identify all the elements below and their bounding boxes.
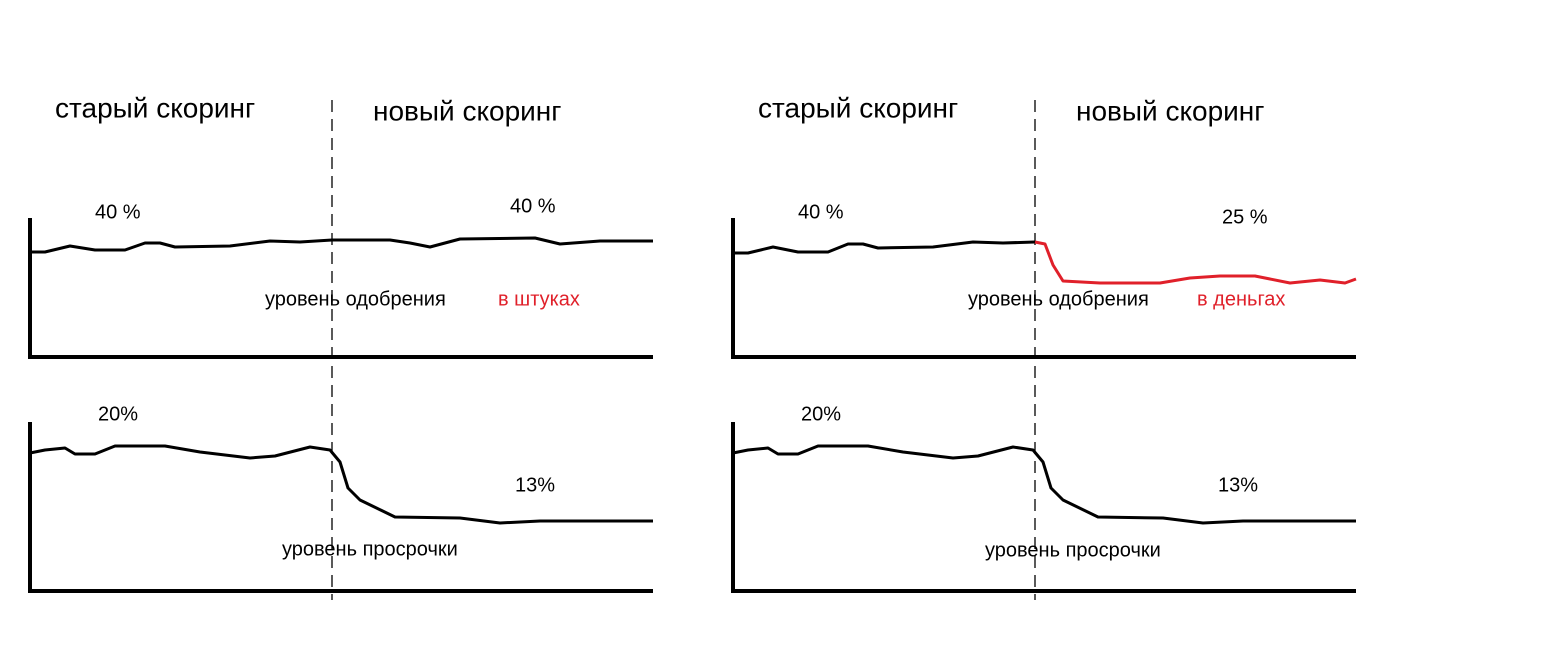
old-value: 20% [801, 403, 841, 425]
caption: уровень одобрения [265, 288, 446, 310]
delinquency-curve [732, 444, 1356, 525]
axis [731, 218, 1356, 359]
caption-highlight: в деньгах [1197, 288, 1285, 310]
caption: уровень просрочки [282, 538, 458, 560]
panel: старый скоринг новый скоринг 40 % 25 % у… [731, 92, 1357, 600]
old-value: 40 % [798, 201, 844, 223]
new-scoring-label: новый скоринг [373, 95, 561, 126]
delinquency-curve [29, 444, 653, 525]
approval-curve-new [1034, 240, 1357, 285]
caption-highlight: в штуках [498, 288, 580, 310]
panel: старый скоринг новый скоринг 40 % 40 % у… [28, 92, 653, 600]
axis [731, 422, 1356, 593]
new-scoring-label: новый скоринг [1076, 95, 1264, 126]
new-value: 25 % [1222, 206, 1268, 228]
new-value: 13% [1218, 474, 1258, 496]
old-value: 40 % [95, 201, 141, 223]
new-value: 13% [515, 474, 555, 496]
approval-curve [733, 240, 1036, 255]
old-scoring-label: старый скоринг [55, 92, 255, 123]
caption: уровень одобрения [968, 288, 1149, 310]
axis [28, 422, 653, 593]
axis [28, 218, 653, 359]
new-value: 40 % [510, 195, 556, 217]
old-scoring-label: старый скоринг [758, 92, 958, 123]
caption: уровень просрочки [985, 539, 1161, 561]
approval-curve [30, 236, 653, 254]
old-value: 20% [98, 403, 138, 425]
